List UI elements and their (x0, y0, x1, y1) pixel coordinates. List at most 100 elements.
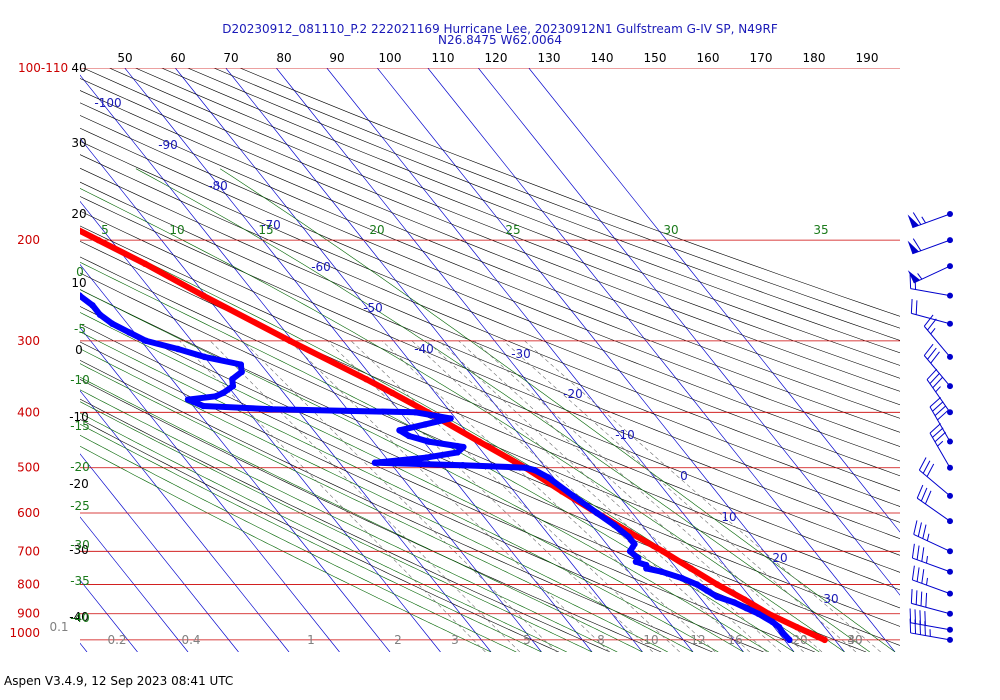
dewpoint-profile-point (229, 375, 236, 383)
wind-barb-flag (919, 620, 921, 635)
isotherm-line (80, 263, 391, 652)
dewpoint-profile-point (45, 272, 51, 278)
dewpoint-profile-point (200, 402, 207, 410)
temperature-profile-point (141, 260, 149, 268)
wind-barb-staff (910, 622, 951, 631)
wind-barb-flag (925, 592, 928, 608)
theta-e-label: 0 (76, 265, 84, 279)
height-label: 40 (71, 61, 86, 75)
pressure-label: 300 (17, 334, 40, 348)
dewpoint-profile-point (769, 618, 776, 626)
wind-barb (929, 396, 953, 445)
pressure-label: 100-110 (18, 61, 68, 75)
wind-barb (909, 618, 953, 643)
temperature-profile-point (475, 438, 483, 445)
wind-barb (911, 565, 953, 597)
wind-barb-half-flag (935, 386, 941, 393)
dry-adiabat-line (80, 323, 815, 652)
temperature-profile-point (286, 337, 294, 345)
mixing-ratio-line (458, 340, 804, 652)
isotherm-label: -90 (158, 138, 178, 152)
dewpoint-profile-point (593, 509, 601, 517)
dry-adiabat-line (80, 127, 900, 462)
wind-barb-flag (920, 487, 928, 502)
top-scale-label: 110 (432, 51, 455, 65)
wind-barb-staff (910, 288, 951, 297)
wind-barb-flag (923, 343, 934, 356)
mixing-ratio-label: 0.4 (181, 633, 200, 647)
top-scale-label: 150 (644, 51, 667, 65)
dewpoint-profile-point (423, 454, 430, 461)
wind-barb (907, 210, 953, 229)
mixing-ratio-line (242, 340, 557, 652)
dewpoint-profile-point (229, 382, 237, 390)
theta-e-label: -30 (70, 538, 90, 552)
top-scale-label: 130 (538, 51, 561, 65)
wind-barb (910, 589, 953, 617)
wind-barb-flag (916, 567, 920, 582)
dry-adiabat-line (80, 167, 900, 507)
mixing-ratio-label: 0.1 (49, 620, 68, 634)
dewpoint-profile-point (238, 368, 245, 376)
theta-e-top-label: 15 (258, 223, 273, 237)
top-scale-label: 170 (750, 51, 773, 65)
wind-barb (907, 263, 953, 284)
dewpoint-profile-point (743, 604, 750, 612)
isotherm-label: -80 (208, 179, 228, 193)
isotherm-line (80, 579, 138, 652)
isotherm-label: 10 (721, 510, 736, 524)
wind-barb-flag (927, 318, 937, 331)
dewpoint-profile-point (730, 599, 738, 606)
wind-barb-flag (914, 619, 917, 634)
dewpoint-profile-point (212, 393, 219, 400)
dewpoint-profile-point (425, 438, 432, 445)
dewpoint-profile-point (184, 396, 192, 403)
pressure-label: 700 (17, 544, 40, 558)
dewpoint-profile-point (775, 623, 783, 631)
temperature-profile-point (793, 623, 801, 631)
isotherm-label: -20 (563, 387, 583, 401)
wind-barb-flag (927, 347, 937, 360)
height-label: -10 (69, 410, 89, 424)
wind-barb-flag (923, 314, 934, 327)
dewpoint-profile-point (412, 409, 419, 416)
dry-adiabat-line (80, 154, 900, 492)
top-scale-label: 100 (379, 51, 402, 65)
wind-barb-flag (916, 484, 924, 499)
theta-e-label: -25 (70, 499, 90, 513)
dewpoint-profile-point (96, 311, 104, 318)
dewpoint-profile-point (531, 466, 539, 474)
theta-e-label: -20 (70, 460, 90, 474)
isotherm-label: -100 (94, 96, 121, 110)
temperature-profile-point (687, 565, 694, 572)
top-scale-label: 180 (803, 51, 826, 65)
mixing-ratio-label: 5 (523, 633, 531, 647)
top-scale-label: 70 (223, 51, 238, 65)
dewpoint-profile-point (142, 337, 150, 345)
theta-e-top-label: 35 (813, 223, 828, 237)
mixing-ratio-label: 3 (451, 633, 459, 647)
wind-barb-flag (934, 431, 946, 443)
mixing-ratio-label: 20 (792, 633, 807, 647)
dry-adiabat-line (80, 140, 900, 477)
pressure-label: 600 (17, 506, 40, 520)
isotherm-line (326, 68, 795, 652)
isotherm-line (80, 390, 290, 652)
mixing-ratio-label: 1 (307, 633, 315, 647)
mixing-ratio-line (438, 340, 782, 652)
mixing-ratio-label: 2 (394, 633, 402, 647)
isotherm-label: -70 (261, 218, 281, 232)
wind-barb-staff (916, 497, 951, 522)
dewpoint-profile-point (635, 555, 642, 562)
dry-adiabat-line (80, 90, 900, 419)
dewpoint-profile-point (779, 629, 786, 636)
height-label: 0 (75, 343, 83, 357)
dry-adiabat-line (80, 240, 900, 591)
mixing-ratio-label: 0.2 (107, 633, 126, 647)
wind-barb-flag (920, 591, 923, 606)
chart-title-line1: D20230912_081110_P.2 222021169 Hurricane… (222, 22, 778, 36)
wind-barb-flag (922, 460, 931, 474)
dewpoint-profile-point (786, 636, 793, 644)
dewpoint-profile-point (631, 540, 638, 548)
dewpoint-profile-point (447, 415, 454, 422)
